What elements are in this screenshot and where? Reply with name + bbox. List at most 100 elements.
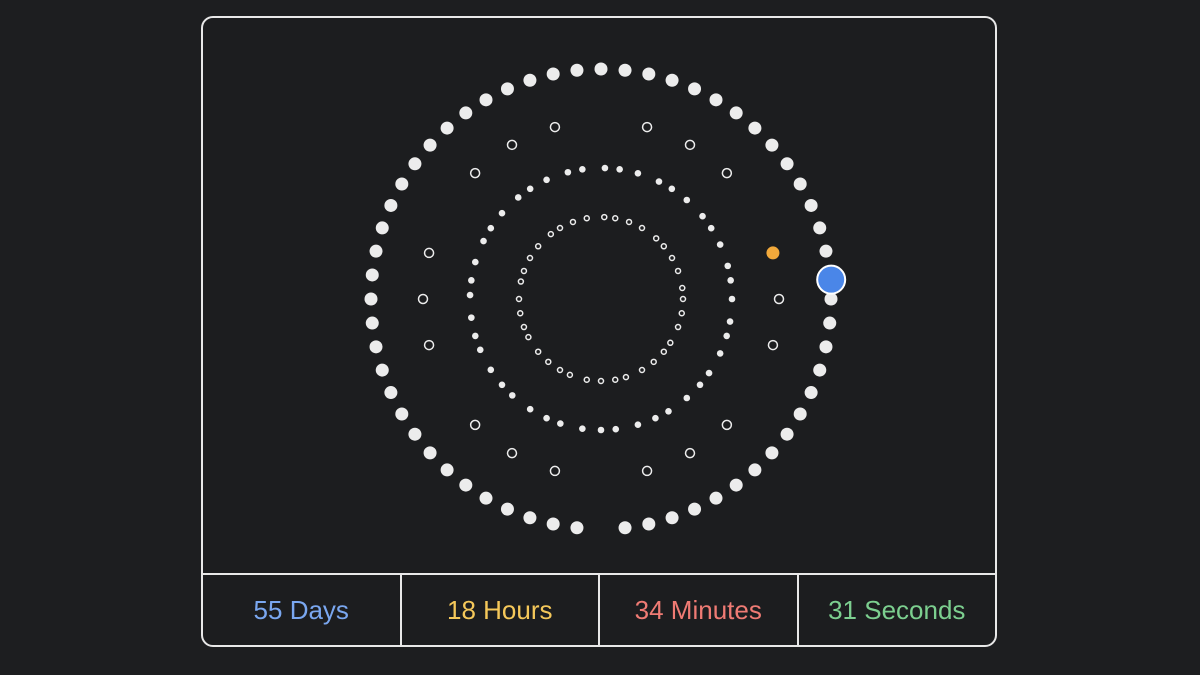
day-dot <box>364 292 378 306</box>
second-dot <box>534 243 542 250</box>
minute-dot <box>579 425 586 432</box>
day-dot <box>729 106 743 120</box>
minutes-value: 34 Minutes <box>600 575 799 645</box>
second-dot <box>547 230 555 238</box>
minute-dot <box>723 332 730 340</box>
day-dot <box>423 446 437 460</box>
minute-dot <box>705 369 713 377</box>
second-dot <box>534 348 542 355</box>
day-dot <box>395 177 409 191</box>
day-dot <box>665 511 679 525</box>
hour-dot <box>773 293 785 305</box>
day-dot <box>748 121 762 135</box>
day-dot <box>594 62 608 76</box>
minute-dot <box>508 392 516 399</box>
day-dot <box>688 502 702 516</box>
minute-dot <box>579 166 586 173</box>
second-dot <box>566 371 574 379</box>
minute-dot <box>724 262 732 270</box>
second-dot <box>520 267 528 275</box>
day-dot <box>479 93 493 107</box>
minute-dot <box>716 350 724 357</box>
second-dot <box>583 214 591 222</box>
day-dot <box>570 63 584 77</box>
hour-dot <box>506 139 518 151</box>
day-dot <box>459 106 473 120</box>
minute-dot <box>634 170 642 177</box>
second-dot <box>556 224 564 232</box>
day-marker <box>816 264 847 295</box>
second-dot <box>520 323 528 331</box>
minute-dot <box>727 277 734 284</box>
second-dot <box>611 376 619 384</box>
hour-dot <box>417 293 429 305</box>
minute-dot <box>726 318 734 325</box>
day-dot <box>813 221 827 235</box>
day-dot <box>780 157 794 171</box>
minute-dot <box>487 366 495 374</box>
second-dot <box>622 373 630 381</box>
second-dot <box>667 339 674 347</box>
second-dot <box>556 366 564 374</box>
minute-dot <box>597 426 605 434</box>
hour-dot <box>684 139 696 151</box>
day-dot <box>375 363 389 377</box>
day-dot <box>423 138 437 152</box>
minute-dot <box>498 381 506 389</box>
second-dot <box>674 323 682 331</box>
countdown-dial <box>364 62 847 535</box>
hour-dot <box>423 339 435 351</box>
second-dot <box>668 254 676 262</box>
minute-dot <box>543 414 550 422</box>
minute-dot <box>699 212 706 220</box>
second-dot <box>569 218 577 226</box>
day-dot <box>365 268 379 282</box>
day-dot <box>369 244 383 258</box>
day-dot <box>819 244 833 258</box>
minute-dot <box>696 381 704 389</box>
seconds-value: 31 Seconds <box>828 594 966 625</box>
second-dot <box>660 243 668 250</box>
minute-dot <box>472 332 479 340</box>
day-dot <box>709 491 723 505</box>
minute-dot <box>557 420 564 427</box>
day-dot <box>500 502 514 516</box>
day-dot <box>523 511 537 525</box>
second-dot <box>650 358 657 366</box>
day-dot <box>408 157 422 171</box>
minute-dot <box>468 314 475 321</box>
day-dot <box>384 198 398 212</box>
day-dot <box>395 407 409 421</box>
day-dot <box>365 316 379 330</box>
day-dot <box>459 478 473 492</box>
hour-dot <box>469 167 481 179</box>
minute-dot <box>616 166 623 173</box>
day-dot <box>618 521 632 535</box>
second-dot <box>611 214 619 222</box>
minute-dot <box>498 209 506 217</box>
second-dot <box>638 366 646 374</box>
second-dot <box>597 377 605 385</box>
hour-dot <box>641 465 653 477</box>
hour-dot <box>641 121 653 133</box>
second-dot <box>545 358 552 366</box>
day-dot <box>793 177 807 191</box>
second-dot <box>515 295 523 303</box>
minute-dot <box>526 405 534 413</box>
countdown-card: 55 Days 18 Hours 34 Minutes 31 Seconds <box>201 16 997 647</box>
day-dot <box>546 517 560 531</box>
minute-dot <box>728 295 736 303</box>
day-dot <box>384 386 398 400</box>
day-dot <box>523 73 537 87</box>
hour-dot <box>684 447 696 459</box>
day-dot <box>440 121 454 135</box>
minute-dot <box>476 346 484 354</box>
day-dot <box>665 73 679 87</box>
day-dot <box>570 521 584 535</box>
second-dot <box>625 218 633 226</box>
second-dot <box>601 213 608 221</box>
second-dot <box>638 224 646 232</box>
day-dot <box>824 292 838 306</box>
minute-dot <box>564 168 572 176</box>
hour-marker <box>766 246 780 260</box>
